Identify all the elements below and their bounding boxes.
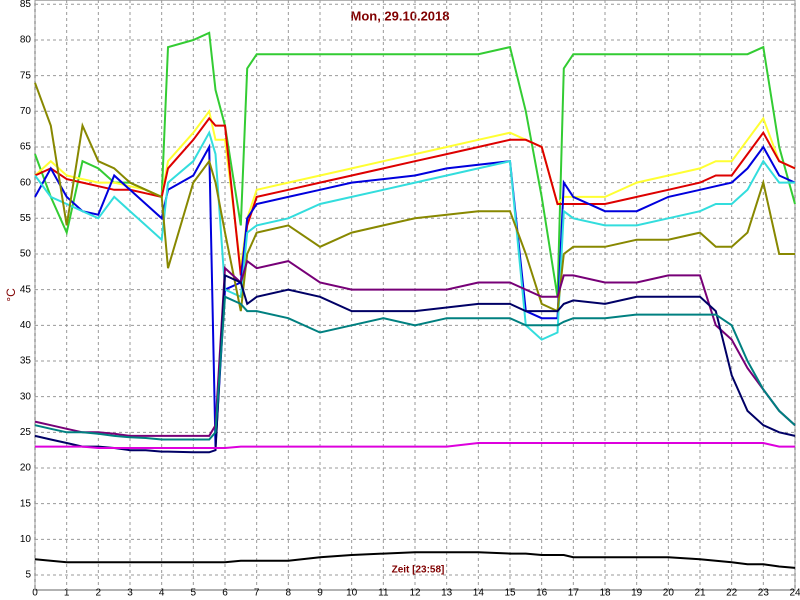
series-line [35, 442, 795, 449]
x-tick-label: 22 [726, 588, 738, 599]
y-axis-label: °C [4, 288, 18, 302]
x-tick-label: 14 [473, 588, 485, 599]
y-tick-label: 5 [25, 570, 31, 581]
y-tick-label: 75 [20, 70, 32, 81]
x-tick-label: 6 [222, 588, 228, 599]
x-tick-label: 1 [64, 588, 70, 599]
chart-title: Mon, 29.10.2018 [351, 8, 450, 23]
x-tick-label: 8 [286, 588, 292, 599]
x-tick-label: 11 [378, 588, 389, 599]
y-tick-label: 25 [20, 427, 32, 438]
x-tick-label: 15 [504, 588, 516, 599]
series-line [34, 551, 796, 569]
x-tick-label: 23 [758, 588, 770, 599]
x-tick-label: 19 [631, 588, 643, 599]
y-tick-label: 35 [20, 356, 32, 367]
series-line [34, 295, 796, 441]
x-tick-label: 4 [159, 588, 165, 599]
x-tick-label: 20 [663, 588, 675, 599]
x-tick-label: 13 [441, 588, 453, 599]
x-tick-label: 17 [568, 588, 580, 599]
x-tick-label: 2 [96, 588, 102, 599]
y-tick-label: 55 [20, 213, 32, 224]
x-tick-label: 3 [127, 588, 133, 599]
y-tick-label: 70 [20, 106, 32, 117]
series-line [34, 259, 796, 437]
series-line [34, 116, 796, 276]
x-tick-label: 7 [254, 588, 260, 599]
y-tick-label: 80 [20, 35, 32, 46]
x-tick-label: 24 [789, 588, 800, 599]
x-tick-label: 9 [317, 588, 323, 599]
series-line [34, 108, 796, 269]
series-line [34, 130, 795, 341]
x-tick-label: 16 [536, 588, 548, 599]
x-tick-label: 5 [191, 588, 197, 599]
x-tick-label: 12 [409, 588, 421, 599]
x-tick-label: 18 [599, 588, 611, 599]
y-tick-label: 60 [20, 177, 32, 188]
x-tick-label: 0 [32, 588, 38, 599]
y-tick-label: 65 [20, 142, 32, 153]
y-tick-label: 20 [20, 463, 32, 474]
y-tick-label: 85 [20, 0, 32, 10]
x-tick-label: 10 [346, 588, 358, 599]
y-tick-label: 15 [20, 498, 32, 509]
y-tick-label: 40 [20, 320, 32, 331]
y-tick-label: 30 [20, 391, 32, 402]
series-line [34, 273, 796, 454]
series-line [34, 82, 795, 313]
y-tick-label: 50 [20, 249, 32, 260]
series-line [34, 143, 796, 447]
x-tick-label: 21 [694, 588, 706, 599]
annotation: Zeit [23:58] [392, 565, 445, 576]
y-tick-label: 10 [20, 534, 32, 545]
y-tick-label: 45 [20, 284, 32, 295]
